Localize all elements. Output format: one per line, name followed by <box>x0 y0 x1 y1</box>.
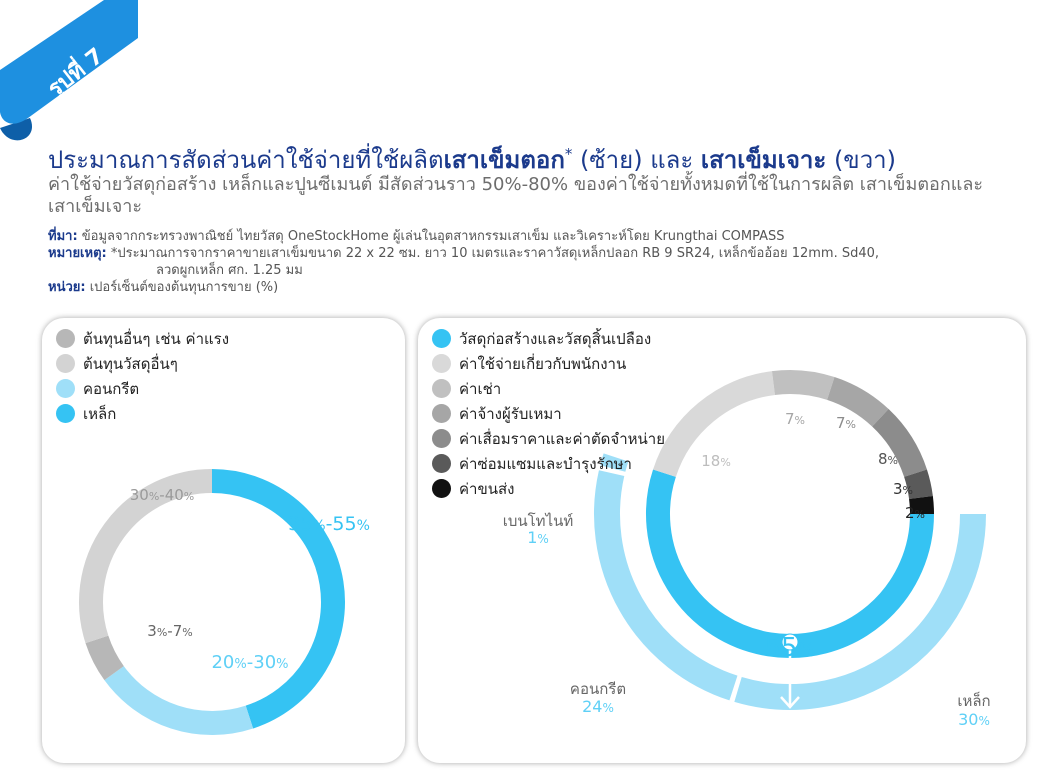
legend-label: เหล็ก <box>83 404 117 423</box>
legend-label: วัสดุก่อสร้างและวัสดุสิ้นเปลือง <box>459 329 652 348</box>
arrow-origin-dot <box>781 633 799 651</box>
legend-swatch <box>432 354 451 373</box>
breakdown-segment-2 <box>734 513 986 710</box>
unit-row: หน่วย: เปอร์เซ็นต์ของต้นทุนการขาย (%) <box>48 279 1038 296</box>
legend-item: ค่าเสื่อมราคาและค่าตัดจำหน่าย <box>432 426 665 451</box>
legend-swatch <box>432 429 451 448</box>
bored-pile-donut-chart: 55% 18% 7% 7% 8% 3% 2% เบนโทไนท์1% คอนกรีต24% เหล… <box>503 370 991 729</box>
breakdown-value-label-0: 1% <box>527 528 549 547</box>
legend-item: วัสดุก่อสร้างและวัสดุสิ้นเปลือง <box>432 326 665 351</box>
donut-segment-3 <box>826 377 889 427</box>
legend-label: ต้นทุนวัสดุอื่นๆ <box>83 354 178 373</box>
legend-item: ค่าจ้างผู้รับเหมา <box>432 401 665 426</box>
page-title: ประมาณการสัดส่วนค่าใช้จ่ายที่ใช้ผลิตเสาเ… <box>48 140 896 179</box>
legend-swatch <box>56 329 75 348</box>
title-part1: ประมาณการสัดส่วนค่าใช้จ่ายที่ใช้ผลิต <box>48 146 444 174</box>
legend-swatch <box>432 479 451 498</box>
legend-label: ค่าซ่อมแซมและบำรุงรักษา <box>459 454 632 473</box>
breakdown-value-label-2: 30% <box>958 710 990 729</box>
segment-value-label-6: 2% <box>905 504 925 522</box>
breakdown-name-label-1: คอนกรีต <box>570 680 626 698</box>
legend-label: ค่าเช่า <box>459 379 502 398</box>
remark-row-2: ลวดผูกเหล็ก ศก. 1.25 มม <box>48 262 1038 279</box>
subtitle: ค่าใช้จ่ายวัสดุก่อสร้าง เหล็กและปูนซีเมน… <box>48 174 984 217</box>
legend-swatch <box>56 379 75 398</box>
donut-segment-1 <box>104 665 254 735</box>
legend-label: ค่าจ้างผู้รับเหมา <box>459 404 562 423</box>
title-part3: (ขวา) <box>833 146 897 174</box>
segment-value-label-1: 20%-30% <box>211 652 288 673</box>
donut-segment-2 <box>85 635 125 681</box>
breakdown-value-label-1: 24% <box>582 697 614 716</box>
arrow-head <box>780 696 800 709</box>
bored-pile-legend: วัสดุก่อสร้างและวัสดุสิ้นเปลือง ค่าใช้จ่… <box>432 326 665 501</box>
segment-value-label-4: 8% <box>878 450 898 468</box>
remark-label: หมายเหตุ: <box>48 246 107 261</box>
badge-ribbon-shadow <box>0 118 33 141</box>
driven-pile-panel: 35%-55% 20%-30% 3%-7% 30%-40% ต้นทุนอื่นๆ เ… <box>42 318 405 763</box>
legend-item: คอนกรีต <box>56 376 229 401</box>
remark-line2: ลวดผูกเหล็ก ศก. 1.25 มม <box>156 263 303 278</box>
segment-value-label-3: 7% <box>836 414 856 432</box>
breakdown-name-label-0: เบนโทไนท์ <box>503 512 574 530</box>
donut-segment-2 <box>771 370 835 400</box>
legend-item: เหล็ก <box>56 401 229 426</box>
donut-segment-0 <box>211 469 345 729</box>
donut-segment-0 <box>646 469 934 658</box>
badge-ribbon <box>0 0 138 124</box>
legend-label: ค่าขนส่ง <box>459 479 515 498</box>
donut-segment-3 <box>79 469 213 644</box>
title-highlight-driven-pile: เสาเข็มตอก <box>443 146 565 174</box>
segment-value-label-1: 18% <box>701 452 731 470</box>
legend-swatch <box>432 404 451 423</box>
bored-pile-panel: 55% 18% 7% 7% 8% 3% 2% เบนโทไนท์ 1% คอนกรีต 24% เหล… <box>418 318 1026 763</box>
segment-value-label-2: 3%-7% <box>147 622 192 640</box>
donut-segment-5 <box>904 469 933 500</box>
donut-segment-6 <box>909 495 934 515</box>
title-highlight-bored-pile: เสาเข็มเจาะ <box>700 146 827 174</box>
driven-pile-donut-chart: 35%-55% 20%-30% 3%-7% 30%-40% <box>79 469 370 735</box>
donut-segment-4 <box>871 409 927 478</box>
source-text: ข้อมูลจากกระทรวงพาณิชย์ ไทยวัสดุ OneStoc… <box>81 229 785 244</box>
segment-value-label-5: 3% <box>893 480 913 498</box>
source-label: ที่มา: <box>48 229 78 244</box>
remark-row: หมายเหตุ: *ประมาณการจากราคาขายเสาเข็มขนา… <box>48 245 1038 262</box>
legend-swatch <box>56 354 75 373</box>
source-row: ที่มา: ข้อมูลจากกระทรวงพาณิชย์ ไทยวัสดุ … <box>48 228 1038 245</box>
breakdown-name-label-2: เหล็ก <box>957 691 990 710</box>
segment-value-label-0: 35%-55% <box>288 513 370 535</box>
legend-item: ค่าใช้จ่ายเกี่ยวกับพนักงาน <box>432 351 665 376</box>
segment-value-label-0: 55% <box>764 633 815 663</box>
legend-swatch <box>432 379 451 398</box>
legend-swatch <box>432 454 451 473</box>
driven-pile-legend: ต้นทุนอื่นๆ เช่น ค่าแรง ต้นทุนวัสดุอื่นๆ… <box>56 326 229 426</box>
notes: ที่มา: ข้อมูลจากกระทรวงพาณิชย์ ไทยวัสดุ … <box>48 228 1038 296</box>
legend-item: ค่าซ่อมแซมและบำรุงรักษา <box>432 451 665 476</box>
legend-label: ค่าใช้จ่ายเกี่ยวกับพนักงาน <box>459 354 627 373</box>
remark-line1: *ประมาณการจากราคาขายเสาเข็มขนาด 22 x 22 … <box>110 246 880 261</box>
legend-item: ต้นทุนวัสดุอื่นๆ <box>56 351 229 376</box>
title-part2: (ซ้าย) และ <box>580 146 694 174</box>
donut-segment-1 <box>653 371 776 478</box>
legend-item: ค่าเช่า <box>432 376 665 401</box>
legend-swatch <box>56 404 75 423</box>
breakdown-segment-1 <box>594 470 738 701</box>
segment-value-label-3: 30%-40% <box>130 486 195 504</box>
segment-value-label-2: 7% <box>785 410 805 428</box>
legend-label: ต้นทุนอื่นๆ เช่น ค่าแรง <box>83 329 230 348</box>
unit-label: หน่วย: <box>48 280 86 295</box>
breakdown-segment-0 <box>600 453 629 472</box>
legend-item: ค่าขนส่ง <box>432 476 665 501</box>
legend-item: ต้นทุนอื่นๆ เช่น ค่าแรง <box>56 326 229 351</box>
figure-badge: รูปที่ 7 <box>0 0 138 141</box>
unit-text: เปอร์เซ็นต์ของต้นทุนการขาย (%) <box>89 280 279 295</box>
legend-swatch <box>432 329 451 348</box>
legend-label: ค่าเสื่อมราคาและค่าตัดจำหน่าย <box>459 429 665 448</box>
title-star: * <box>564 145 573 163</box>
legend-label: คอนกรีต <box>83 379 140 398</box>
